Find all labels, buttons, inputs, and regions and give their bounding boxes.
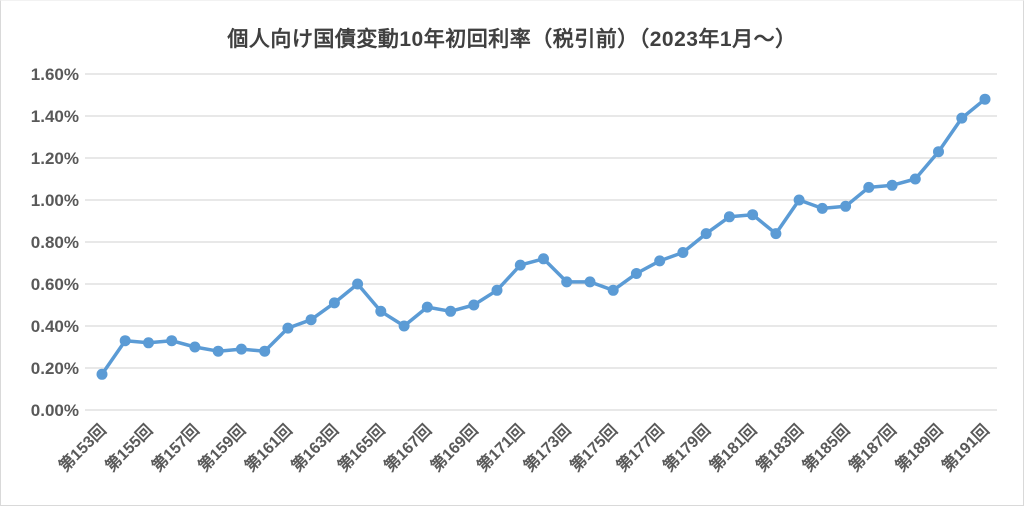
data-point bbox=[282, 322, 294, 334]
x-tick-label: 第179回 bbox=[659, 420, 714, 475]
x-tick-label: 第181回 bbox=[706, 420, 761, 475]
data-point bbox=[747, 209, 759, 221]
x-tick-label: 第153回 bbox=[55, 420, 110, 475]
y-tick-label: 0.00% bbox=[31, 401, 79, 420]
x-tick-label: 第157回 bbox=[148, 420, 203, 475]
y-axis-tick-labels: 0.00% 0.20% 0.40% 0.60% 0.80% 1.00% 1.20% 1.40%… bbox=[31, 65, 79, 420]
y-tick-label: 0.40% bbox=[31, 317, 79, 336]
data-point bbox=[840, 200, 852, 212]
data-point bbox=[259, 345, 271, 357]
data-point bbox=[793, 194, 805, 206]
data-point bbox=[96, 368, 108, 380]
data-point bbox=[468, 299, 480, 311]
x-tick-label: 第161回 bbox=[241, 420, 296, 475]
y-tick-label: 1.00% bbox=[31, 191, 79, 210]
data-point bbox=[561, 276, 573, 288]
data-point bbox=[143, 337, 154, 349]
data-point bbox=[886, 179, 898, 191]
y-tick-label: 1.60% bbox=[31, 65, 79, 84]
x-tick-label: 第167回 bbox=[380, 420, 435, 475]
data-point bbox=[979, 93, 991, 105]
x-tick-label: 第177回 bbox=[613, 420, 668, 475]
data-point bbox=[630, 268, 642, 279]
y-tick-label: 1.20% bbox=[31, 149, 79, 168]
data-point bbox=[933, 146, 944, 158]
data-series-line bbox=[100, 97, 987, 377]
y-tick-label: 0.60% bbox=[31, 275, 79, 294]
data-point bbox=[584, 276, 596, 288]
x-tick-label: 第165回 bbox=[334, 420, 389, 475]
data-point bbox=[607, 284, 619, 296]
x-tick-label: 第155回 bbox=[101, 420, 156, 475]
x-tick-label: 第169回 bbox=[427, 420, 482, 475]
x-tick-label: 第175回 bbox=[566, 420, 621, 475]
data-point bbox=[235, 343, 247, 355]
data-point bbox=[166, 335, 178, 347]
x-tick-label: 第189回 bbox=[891, 420, 946, 475]
x-tick-label: 第191回 bbox=[938, 420, 993, 475]
data-point bbox=[677, 247, 689, 258]
data-point bbox=[375, 305, 387, 317]
y-tick-label: 1.40% bbox=[31, 107, 79, 126]
x-tick-label: 第163回 bbox=[287, 420, 342, 475]
y-tick-label: 0.20% bbox=[31, 359, 79, 378]
x-tick-label: 第171回 bbox=[473, 420, 528, 475]
y-tick-label: 0.80% bbox=[31, 233, 79, 252]
data-point-markers bbox=[96, 93, 991, 380]
gridlines bbox=[85, 73, 997, 411]
data-point bbox=[119, 335, 131, 347]
data-point bbox=[538, 253, 549, 265]
x-tick-label: 第159回 bbox=[194, 420, 249, 475]
data-point bbox=[445, 305, 457, 317]
data-point bbox=[328, 297, 340, 309]
chart-title: 個人向け国債変動10年初回利率（税引前）（2023年1月～） bbox=[227, 28, 797, 51]
x-tick-label: 第187回 bbox=[845, 420, 900, 475]
data-point bbox=[700, 228, 712, 240]
data-point bbox=[398, 320, 410, 332]
data-point bbox=[514, 259, 526, 271]
data-point bbox=[212, 345, 224, 357]
data-point bbox=[352, 278, 364, 290]
data-point bbox=[770, 228, 782, 240]
x-tick-label: 第183回 bbox=[752, 420, 807, 475]
data-point bbox=[816, 202, 828, 214]
data-point bbox=[305, 314, 317, 326]
x-axis-tick-labels: 第153回第155回第157回第159回第161回第163回第165回第167回… bbox=[55, 420, 993, 475]
data-point bbox=[863, 181, 875, 193]
x-tick-label: 第173回 bbox=[520, 420, 575, 475]
data-point bbox=[723, 211, 735, 223]
data-point bbox=[491, 284, 503, 296]
data-point bbox=[956, 112, 968, 124]
data-point bbox=[189, 341, 201, 353]
x-tick-label: 第185回 bbox=[798, 420, 853, 475]
data-point bbox=[909, 173, 921, 185]
data-point bbox=[421, 301, 433, 313]
data-point bbox=[654, 255, 666, 267]
